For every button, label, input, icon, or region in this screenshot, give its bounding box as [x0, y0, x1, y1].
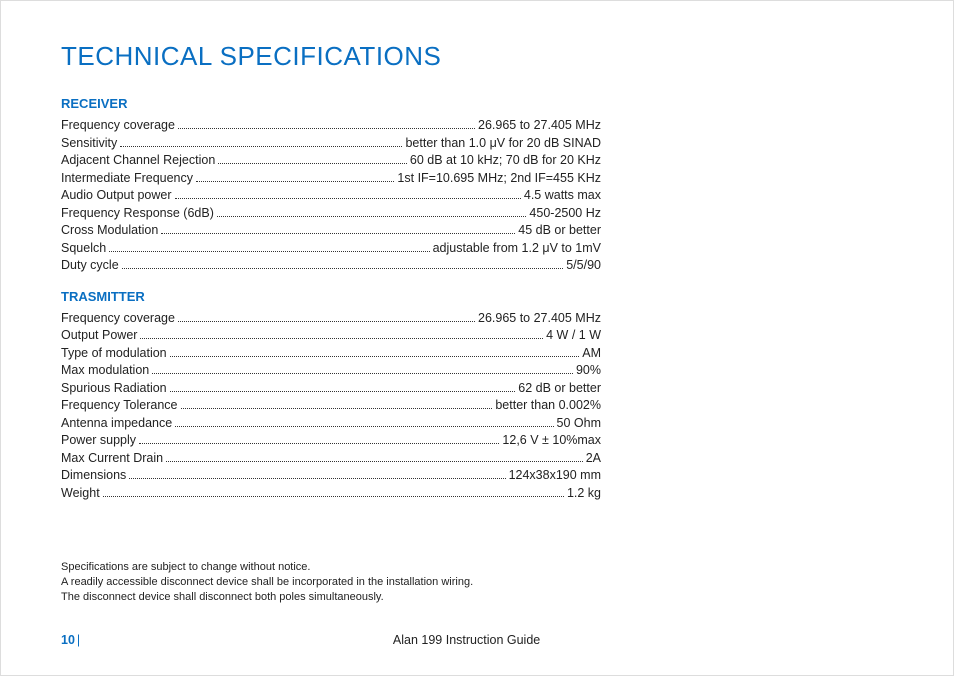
section-header: RECEIVER — [61, 96, 893, 111]
dot-leader — [139, 433, 499, 444]
dot-leader — [196, 171, 394, 182]
spec-row: Audio Output power 4.5 watts max — [61, 187, 601, 205]
spec-value: 450-2500 Hz — [529, 205, 601, 223]
spec-row: Intermediate Frequency 1st IF=10.695 MHz;… — [61, 170, 601, 188]
dot-leader — [109, 241, 429, 252]
dot-leader — [178, 118, 475, 129]
spec-label: Adjacent Channel Rejection — [61, 152, 215, 170]
spec-value: 26.965 to 27.405 MHz — [478, 117, 601, 135]
spec-value: 90% — [576, 362, 601, 380]
spec-row: Frequency coverage 26.965 to 27.405 MHz — [61, 117, 601, 135]
dot-leader — [170, 381, 516, 392]
spec-value: AM — [582, 345, 601, 363]
spec-label: Squelch — [61, 240, 106, 258]
spec-label: Antenna impedance — [61, 415, 172, 433]
spec-row: Adjacent Channel Rejection 60 dB at 10 kH… — [61, 152, 601, 170]
spec-value: 1.2 kg — [567, 485, 601, 503]
spec-list: Frequency coverage26.965 to 27.405 MHzOu… — [61, 310, 601, 503]
dot-leader — [152, 363, 573, 374]
dot-leader — [217, 206, 527, 217]
spec-sections: RECEIVER Frequency coverage 26.965 to 27.4… — [61, 96, 893, 502]
spec-row: Antenna impedance 50 Ohm — [61, 415, 601, 433]
dot-leader — [218, 153, 407, 164]
dot-leader — [166, 451, 583, 462]
dot-leader — [122, 258, 564, 269]
spec-label: Frequency coverage — [61, 310, 175, 328]
spec-value: better than 1.0 μV for 20 dB SINAD — [405, 135, 601, 153]
spec-label: Max Current Drain — [61, 450, 163, 468]
spec-value: 50 Ohm — [557, 415, 601, 433]
footnote-line: Specifications are subject to change wit… — [61, 560, 761, 575]
dot-leader — [170, 346, 580, 357]
spec-row: Max Current Drain 2A — [61, 450, 601, 468]
dot-leader — [140, 328, 543, 339]
footnote-line: The disconnect device shall disconnect b… — [61, 590, 761, 605]
dot-leader — [120, 136, 402, 147]
spec-value: 4 W / 1 W — [546, 327, 601, 345]
spec-label: Frequency coverage — [61, 117, 175, 135]
spec-row: Dimensions 124x38x190 mm — [61, 467, 601, 485]
spec-row: Frequency Tolerance better than 0.002% — [61, 397, 601, 415]
spec-value: 60 dB at 10 kHz; 70 dB for 20 KHz — [410, 152, 601, 170]
spec-value: better than 0.002% — [495, 397, 601, 415]
spec-value: 2A — [586, 450, 601, 468]
spec-label: Sensitivity — [61, 135, 117, 153]
dot-leader — [175, 416, 553, 427]
spec-value: 4.5 watts max — [524, 187, 601, 205]
dot-leader — [103, 486, 564, 497]
page-footer: 10 | Alan 199 Instruction Guide — [61, 633, 893, 647]
page-title: TECHNICAL SPECIFICATIONS — [61, 41, 893, 72]
spec-row: Sensitivity better than 1.0 μV for 20 dB … — [61, 135, 601, 153]
spec-label: Weight — [61, 485, 100, 503]
spec-value: 5/5/90 — [566, 257, 601, 275]
spec-row: Type of modulation AM — [61, 345, 601, 363]
spec-value: 26.965 to 27.405 MHz — [478, 310, 601, 328]
spec-value: 1st IF=10.695 MHz; 2nd IF=455 KHz — [397, 170, 601, 188]
spec-row: Duty cycle 5/5/90 — [61, 257, 601, 275]
spec-row: Spurious Radiation 62 dB or better — [61, 380, 601, 398]
spec-value: 45 dB or better — [518, 222, 601, 240]
spec-label: Frequency Tolerance — [61, 397, 178, 415]
spec-row: Weight 1.2 kg — [61, 485, 601, 503]
footnote-line: A readily accessible disconnect device s… — [61, 575, 761, 590]
spec-value: 12,6 V ± 10%max — [502, 432, 601, 450]
dot-leader — [161, 223, 515, 234]
spec-label: Type of modulation — [61, 345, 167, 363]
spec-label: Audio Output power — [61, 187, 172, 205]
spec-value: 124x38x190 mm — [509, 467, 601, 485]
spec-label: Power supply — [61, 432, 136, 450]
spec-label: Intermediate Frequency — [61, 170, 193, 188]
spec-row: Frequency coverage 26.965 to 27.405 MHz — [61, 310, 601, 328]
spec-row: Power supply 12,6 V ± 10%max — [61, 432, 601, 450]
spec-label: Duty cycle — [61, 257, 119, 275]
section-header: TRASMITTER — [61, 289, 893, 304]
dot-leader — [178, 311, 475, 322]
footer-doc-title: Alan 199 Instruction Guide — [40, 633, 893, 647]
spec-label: Output Power — [61, 327, 137, 345]
spec-label: Dimensions — [61, 467, 126, 485]
dot-leader — [129, 468, 505, 479]
spec-label: Spurious Radiation — [61, 380, 167, 398]
spec-row: Cross Modulation 45 dB or better — [61, 222, 601, 240]
dot-leader — [175, 188, 521, 199]
spec-row: Frequency Response (6dB) 450-2500 Hz — [61, 205, 601, 223]
spec-value: adjustable from 1.2 μV to 1mV — [433, 240, 601, 258]
spec-label: Cross Modulation — [61, 222, 158, 240]
spec-row: Max modulation 90% — [61, 362, 601, 380]
spec-list: Frequency coverage26.965 to 27.405 MHzSe… — [61, 117, 601, 275]
spec-label: Frequency Response (6dB) — [61, 205, 214, 223]
spec-row: Output Power 4 W / 1 W — [61, 327, 601, 345]
spec-value: 62 dB or better — [518, 380, 601, 398]
dot-leader — [181, 398, 493, 409]
spec-label: Max modulation — [61, 362, 149, 380]
footnotes: Specifications are subject to change wit… — [61, 560, 761, 605]
spec-row: Squelch adjustable from 1.2 μV to 1mV — [61, 240, 601, 258]
